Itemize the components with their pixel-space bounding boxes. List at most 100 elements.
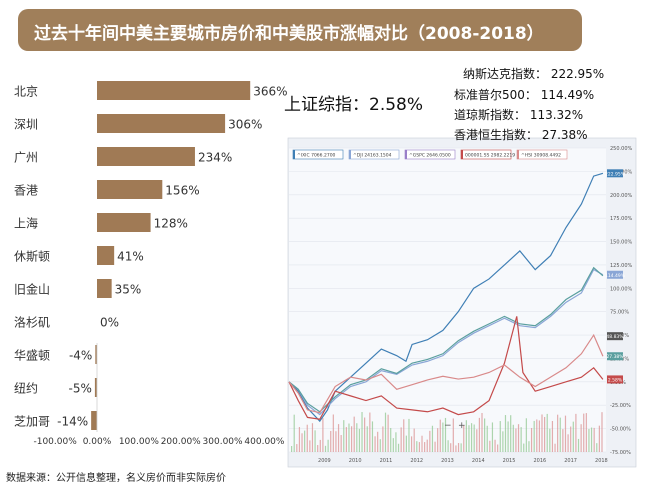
series-line — [288, 172, 604, 423]
x-tick-label: 0.00% — [83, 437, 112, 447]
y-tick-label: 150.00% — [610, 240, 632, 246]
volume-bar — [340, 435, 342, 452]
volume-bar — [335, 431, 337, 452]
volume-bar — [460, 443, 462, 452]
legend-tag-label: ^HSI 30908.4492 — [521, 153, 561, 159]
chart-title: 过去十年间中美主要城市房价和中美股市涨幅对比（2008-2018） — [34, 24, 544, 44]
category-label: 深圳 — [14, 118, 38, 132]
volume-bar — [356, 423, 358, 452]
end-value-label: 114.49% — [605, 273, 626, 279]
index-annotation: 道琼斯指数： 113.32% — [454, 108, 584, 122]
x-tick-label: 2016 — [533, 458, 546, 464]
volume-bar — [473, 424, 475, 452]
volume-bar — [343, 420, 345, 452]
volume-bar — [400, 427, 402, 452]
volume-bar — [439, 419, 441, 452]
bar — [97, 114, 226, 133]
volume-bar — [384, 412, 387, 452]
volume-bar — [421, 435, 423, 452]
end-value-label: 27.38% — [606, 354, 624, 360]
volume-bar — [549, 428, 551, 452]
volume-bar — [410, 436, 413, 452]
legend-swatch — [461, 150, 463, 159]
bar — [97, 246, 115, 265]
bar — [95, 345, 97, 364]
volume-bar — [557, 414, 559, 452]
y-tick-label: 125.00% — [610, 263, 632, 269]
legend-swatch — [293, 150, 295, 159]
volume-bar — [572, 421, 574, 452]
volume-bar — [564, 415, 567, 452]
y-tick-label: 75.00% — [610, 310, 629, 316]
series-line — [288, 333, 604, 414]
value-label: 234% — [198, 151, 232, 165]
volume-bar — [562, 429, 564, 452]
legend-tag-label: 000001.SS 2982.2219 — [465, 153, 515, 159]
volume-bar — [585, 413, 587, 452]
volume-bar — [301, 433, 303, 452]
legend-swatch — [405, 150, 407, 159]
value-label: 0% — [100, 316, 119, 330]
x-tick-label: 2014 — [472, 458, 485, 464]
volume-bar — [444, 417, 447, 452]
volume-bar — [544, 416, 546, 452]
value-label: -5% — [69, 382, 92, 396]
value-label: 41% — [117, 250, 144, 264]
volume-bar — [530, 427, 533, 452]
value-label: 156% — [165, 184, 199, 198]
legend-tag-label: ^DJI 24163.1504 — [353, 153, 392, 159]
end-value-label: 48.83% — [606, 334, 624, 340]
volume-bar — [484, 418, 486, 452]
volume-bar — [536, 419, 538, 452]
volume-bar — [426, 439, 428, 452]
volume-bar — [567, 434, 569, 452]
volume-bar — [371, 421, 374, 452]
volume-bar — [463, 425, 465, 452]
volume-bar — [434, 441, 436, 452]
volume-bar — [528, 441, 530, 452]
volume-bar — [588, 428, 590, 452]
volume-bar — [369, 412, 371, 452]
x-tick-label: 2012 — [410, 458, 423, 464]
x-tick-label: 2010 — [349, 458, 362, 464]
volume-bar — [538, 420, 540, 452]
volume-bar — [424, 442, 426, 452]
end-value-label: 2.58% — [608, 377, 623, 383]
volume-bar — [601, 412, 603, 452]
volume-bar — [481, 412, 483, 452]
x-tick-label: -100.00% — [33, 437, 77, 447]
volume-bar — [330, 430, 332, 452]
volume-bar — [596, 443, 598, 452]
bar — [97, 180, 163, 199]
series-line — [288, 316, 604, 420]
ssec-label: 上证综指：2.58% — [284, 95, 424, 115]
volume-bar — [377, 431, 379, 452]
y-tick-label: -75.00% — [610, 450, 631, 456]
volume-bar — [551, 420, 554, 452]
volume-bar — [512, 424, 514, 452]
category-label: 广州 — [14, 151, 38, 165]
volume-bar — [322, 418, 324, 452]
category-label: 洛杉矶 — [14, 315, 50, 330]
volume-bar — [387, 414, 389, 452]
volume-bar — [309, 440, 311, 452]
volume-bar — [348, 423, 350, 452]
volume-bar — [403, 419, 405, 452]
volume-bar — [447, 440, 449, 452]
zoom-out-icon: − — [444, 421, 452, 431]
volume-bar — [298, 427, 301, 452]
volume-bar — [494, 439, 496, 452]
y-tick-label: -25.00% — [610, 403, 631, 409]
volume-bar — [546, 413, 548, 452]
x-tick-label: 2018 — [595, 458, 608, 464]
x-tick-label: 2017 — [564, 458, 577, 464]
volume-bar — [319, 439, 321, 452]
end-value-badge — [607, 352, 623, 361]
volume-bar — [570, 426, 572, 452]
volume-bar — [515, 428, 517, 452]
index-annotation: 标准普尔500： 114.49% — [454, 88, 595, 102]
bar — [97, 81, 251, 100]
volume-bar — [332, 414, 334, 452]
